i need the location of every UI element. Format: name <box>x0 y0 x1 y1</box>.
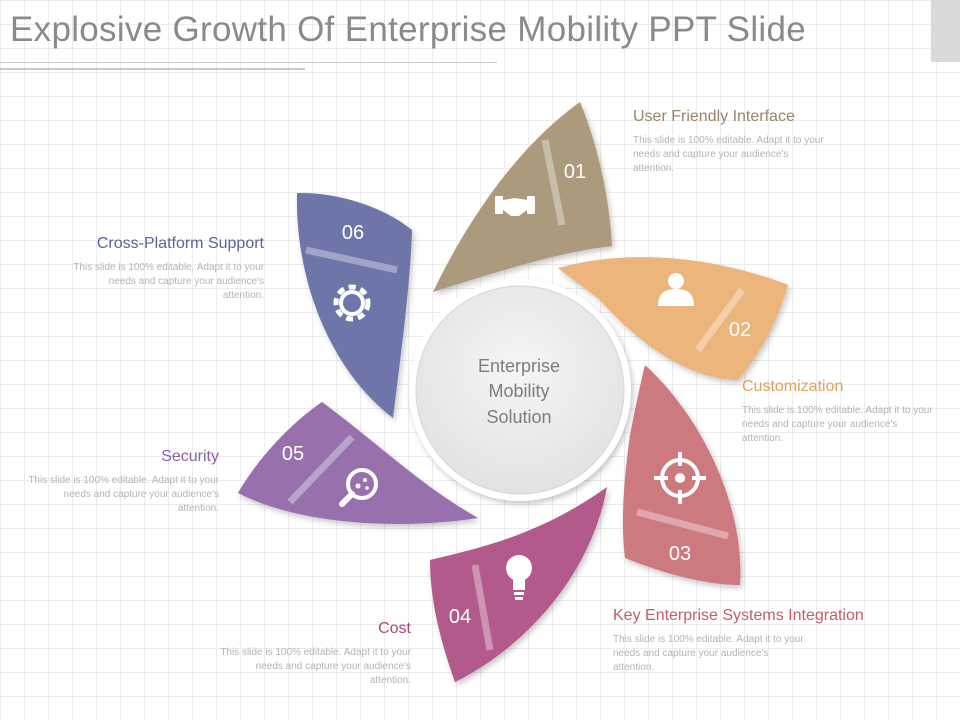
label-03-heading: Key Enterprise Systems Integration <box>613 607 864 624</box>
label-06-heading: Cross-Platform Support <box>96 235 264 252</box>
label-02: Customization This slide is 100% editabl… <box>742 378 960 446</box>
person-icon <box>658 273 694 306</box>
center-line-1: Enterprise <box>478 356 560 376</box>
petal-05: 05 <box>238 402 478 524</box>
petal-01: 01 <box>433 102 612 292</box>
title-underline <box>0 62 497 63</box>
petal-05-number: 05 <box>282 443 304 465</box>
label-03: Key Enterprise Systems Integration This … <box>613 607 864 675</box>
label-04: Cost This slide is 100% editable. Adapt … <box>171 620 411 688</box>
label-03-description: This slide is 100% editable. Adapt it to… <box>613 634 804 673</box>
petal-05-stripe <box>287 434 355 505</box>
label-06: Cross-Platform Support This slide is 100… <box>24 235 264 303</box>
label-02-heading: Customization <box>742 378 844 395</box>
handshake-icon <box>495 196 535 216</box>
center-line-2: Mobility <box>488 381 549 401</box>
label-01: User Friendly Interface This slide is 10… <box>633 108 873 176</box>
label-05-heading: Security <box>161 448 219 465</box>
petal-06-number: 06 <box>342 222 364 244</box>
label-02-description: This slide is 100% editable. Adapt it to… <box>742 405 933 444</box>
petal-02-shape <box>558 257 788 380</box>
petal-04-stripe <box>471 564 494 651</box>
petal-06-shape <box>296 192 412 418</box>
petal-02: 02 <box>558 257 788 380</box>
lightbulb-icon <box>506 555 532 600</box>
center-line-3: Solution <box>486 407 551 427</box>
petal-06: 06 <box>296 192 412 418</box>
petal-03-number: 03 <box>669 543 691 565</box>
petal-04-number: 04 <box>449 606 471 628</box>
slide-title: Explosive Growth Of Enterprise Mobility … <box>10 10 807 49</box>
label-06-description: This slide is 100% editable. Adapt it to… <box>73 262 264 301</box>
petal-03-stripe <box>636 508 729 540</box>
petal-04: 04 <box>430 487 607 682</box>
petal-01-stripe <box>541 139 566 226</box>
label-04-heading: Cost <box>378 620 411 637</box>
target-icon <box>654 452 706 504</box>
center-hub: Enterprise Mobility Solution <box>409 279 631 501</box>
petal-02-stripe <box>695 287 745 353</box>
petal-02-number: 02 <box>729 319 751 341</box>
petal-06-stripe <box>305 246 398 274</box>
label-05: Security This slide is 100% editable. Ad… <box>0 448 219 516</box>
petal-01-number: 01 <box>564 161 586 183</box>
label-05-description: This slide is 100% editable. Adapt it to… <box>28 475 219 514</box>
gear-icon <box>333 284 371 322</box>
petal-03: 03 <box>622 365 741 585</box>
corner-decoration <box>931 0 960 62</box>
label-01-description: This slide is 100% editable. Adapt it to… <box>633 135 824 174</box>
petal-05-shape <box>238 402 478 524</box>
label-01-heading: User Friendly Interface <box>633 108 795 125</box>
petal-01-shape <box>433 102 612 292</box>
label-04-description: This slide is 100% editable. Adapt it to… <box>220 647 411 686</box>
title-underline-short <box>0 68 305 70</box>
magnifier-icon <box>339 468 378 507</box>
